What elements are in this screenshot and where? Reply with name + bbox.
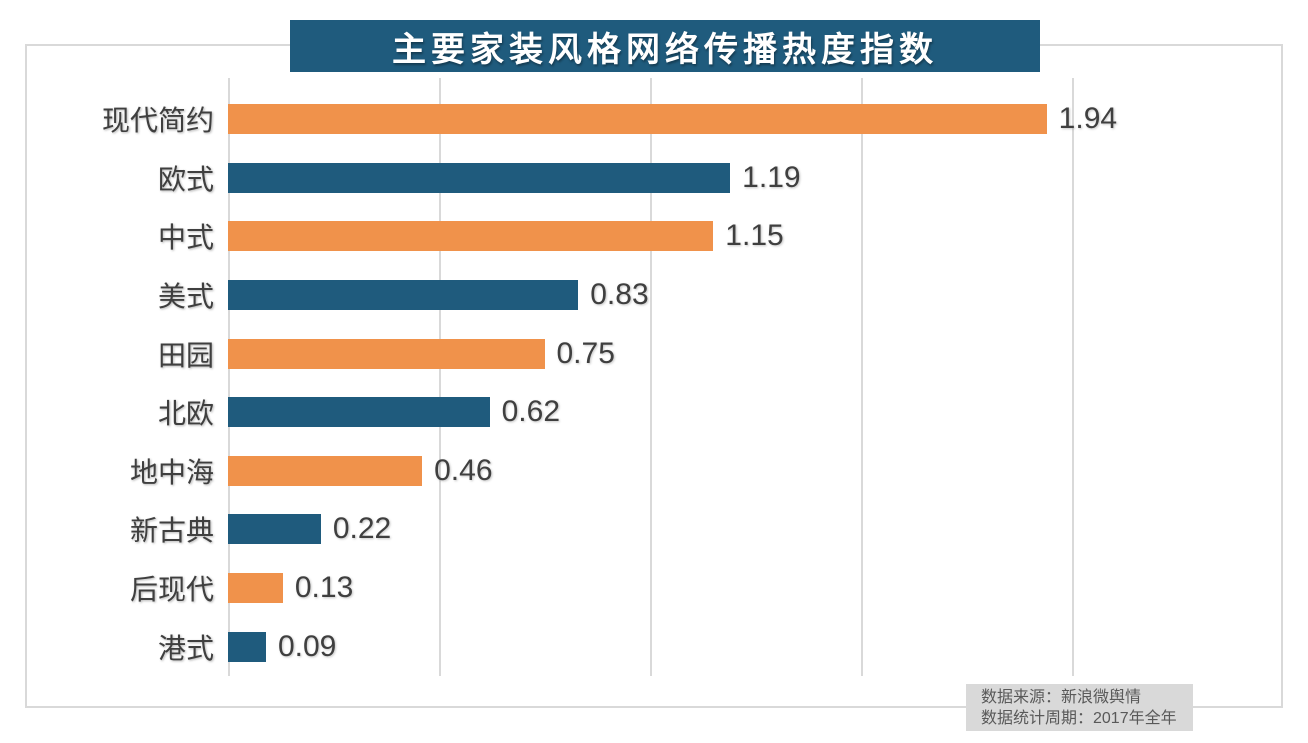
bar-欧式 <box>228 162 731 193</box>
bar-row: 美式 0.83 <box>27 266 1283 325</box>
bar-track: 0.62 <box>228 383 1283 442</box>
value-label: 1.15 <box>725 219 784 253</box>
bar-track: 1.94 <box>228 90 1283 149</box>
bar-row: 田园 0.75 <box>27 324 1283 383</box>
bar-row: 北欧 0.62 <box>27 383 1283 442</box>
bar-后现代 <box>228 573 283 604</box>
category-label: 地中海 <box>129 456 214 488</box>
bar-中式 <box>228 221 714 252</box>
value-label: 0.46 <box>434 453 493 487</box>
bar-北欧 <box>228 397 490 428</box>
value-label: 0.75 <box>556 336 615 370</box>
bar-row: 欧式 1.19 <box>27 149 1283 208</box>
value-label: 0.22 <box>332 512 392 546</box>
category-label: 美式 <box>157 281 214 313</box>
bar-田园 <box>228 338 545 369</box>
category-label: 中式 <box>157 222 214 254</box>
bar-track: 1.19 <box>228 149 1283 208</box>
chart-title-banner: 主要家装风格网络传播热度指数 <box>290 20 1040 72</box>
category-label: 新古典 <box>129 515 214 547</box>
value-label: 1.94 <box>1058 102 1118 136</box>
bar-新古典 <box>228 514 321 545</box>
bar-row: 新古典 0.22 <box>27 500 1283 559</box>
bar-现代简约 <box>228 104 1047 135</box>
bar-rows-container: 现代简约 1.94 欧式 1.19 中式 1.15 美式 0.83 田园 0.75 北欧 0.62 地中… <box>27 90 1283 676</box>
value-label: 1.19 <box>742 160 801 194</box>
value-label: 0.13 <box>294 571 354 605</box>
bar-track: 0.13 <box>228 559 1283 618</box>
bar-row: 现代简约 1.94 <box>27 90 1283 149</box>
data-source-box: 数据来源：新浪微舆情 数据统计周期：2017年全年 <box>966 684 1193 731</box>
bar-row: 后现代 0.13 <box>27 559 1283 618</box>
bar-track: 0.83 <box>228 266 1283 325</box>
category-label: 北欧 <box>157 398 214 430</box>
gridline-x-1.5 <box>861 78 863 676</box>
data-period-line: 数据统计周期：2017年全年 <box>981 710 1177 727</box>
category-label: 后现代 <box>129 574 214 606</box>
value-label: 0.09 <box>277 629 337 663</box>
bar-track: 0.75 <box>228 324 1283 383</box>
bar-地中海 <box>228 455 423 486</box>
value-label: 0.83 <box>590 278 649 312</box>
bar-row: 地中海 0.46 <box>27 442 1283 501</box>
bar-美式 <box>228 280 579 311</box>
gridline-x-1 <box>650 78 652 676</box>
category-label: 欧式 <box>157 163 214 195</box>
gridline-x-2 <box>1072 78 1074 676</box>
bar-track: 0.22 <box>228 500 1283 559</box>
bar-track: 0.46 <box>228 442 1283 501</box>
category-label: 港式 <box>157 632 214 664</box>
value-label: 0.62 <box>501 395 561 429</box>
bar-track: 0.09 <box>228 617 1283 676</box>
bar-track: 1.15 <box>228 207 1283 266</box>
bar-港式 <box>228 631 266 662</box>
gridline-x-0.5 <box>439 78 441 676</box>
chart-title: 主要家装风格网络传播热度指数 <box>392 30 938 69</box>
data-source-line: 数据来源：新浪微舆情 <box>981 689 1142 706</box>
gridlines-layer <box>228 78 1283 676</box>
bar-row: 中式 1.15 <box>27 207 1283 266</box>
category-label: 现代简约 <box>101 105 214 137</box>
category-axis-line <box>228 78 230 676</box>
category-label: 田园 <box>157 339 214 371</box>
bar-row: 港式 0.09 <box>27 617 1283 676</box>
